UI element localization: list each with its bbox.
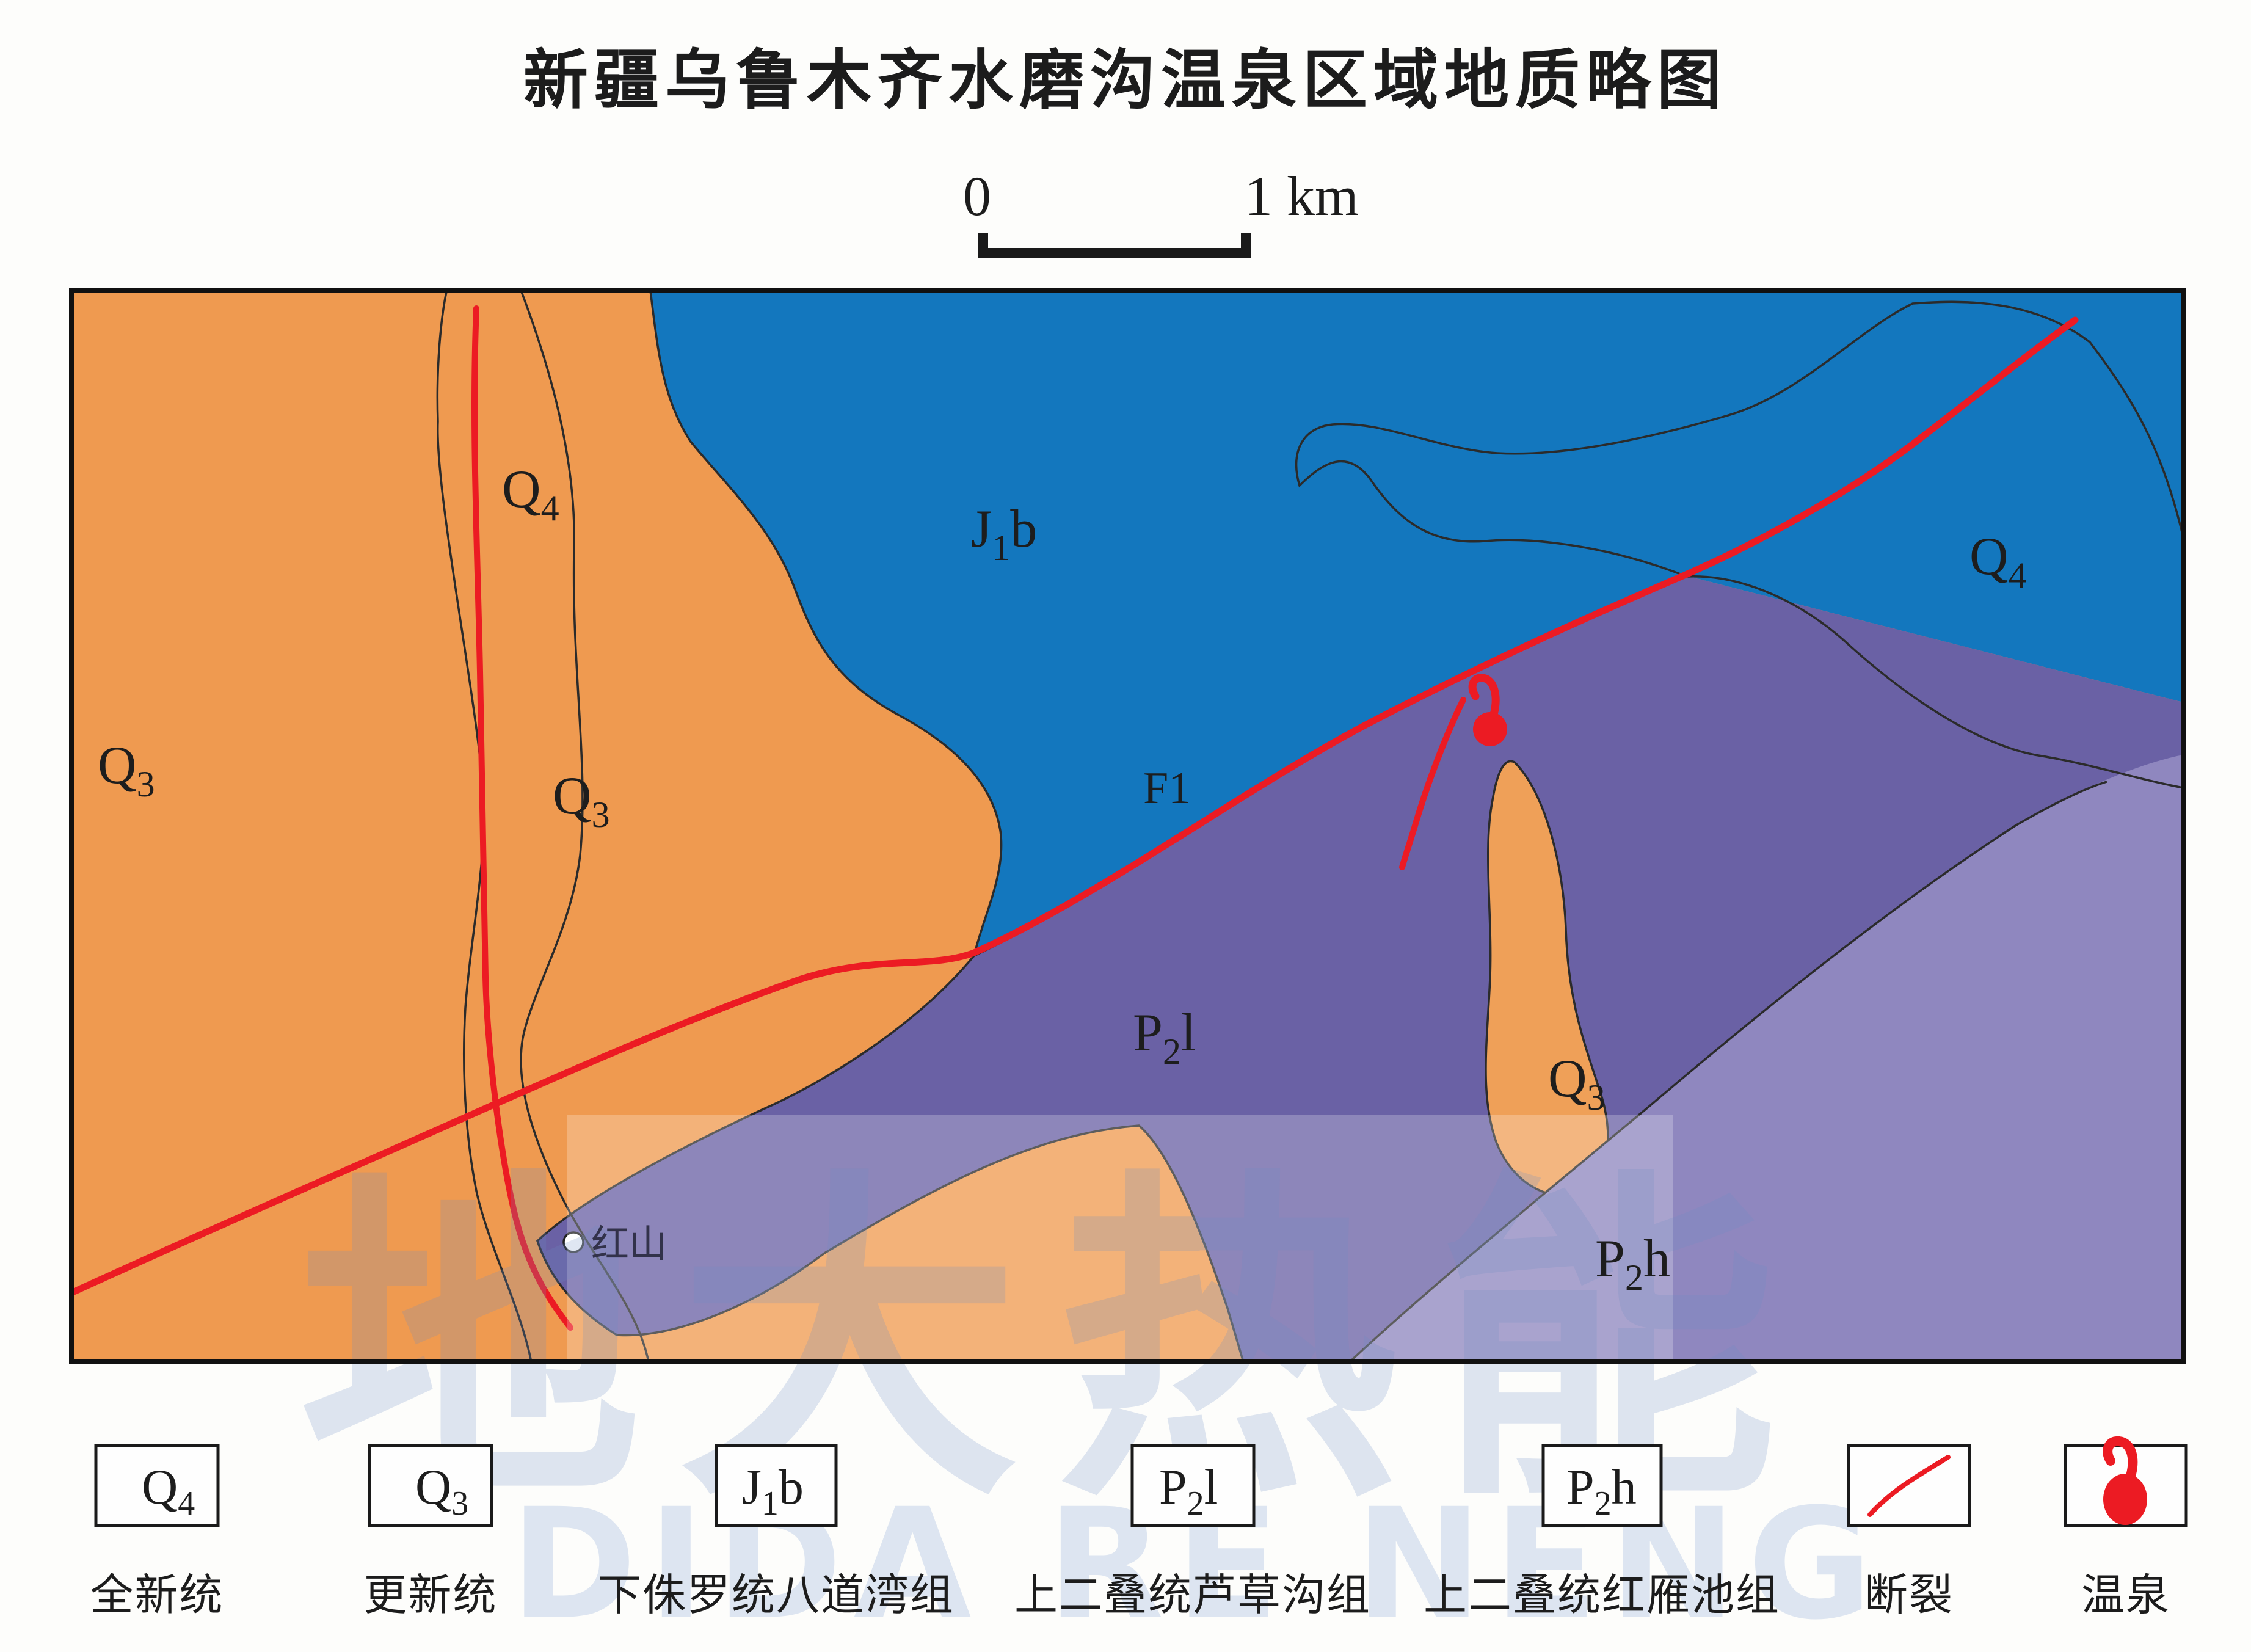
legend: Q4 全新统 Q3 更新统 J1b 下侏罗统八道湾组 P2l 上二叠 bbox=[90, 1436, 2188, 1620]
map-unit-labels: Q4 Q3 Q3 J1b Q4 F1 P2l Q3 P2h 红山 bbox=[98, 460, 2027, 1298]
label-f1: F1 bbox=[1143, 763, 1191, 813]
scale-1km-label: 1 km bbox=[1245, 165, 1359, 227]
legend-fault-icon bbox=[1867, 1455, 1951, 1517]
watermark-backdrop bbox=[567, 1115, 1673, 1363]
place-dot-hongshan bbox=[562, 1231, 584, 1253]
legend-label-p2h: 上二叠统红雁池组 bbox=[1424, 1572, 1780, 1620]
legend-item-q3: Q3 更新统 bbox=[363, 1444, 497, 1620]
label-hongshan: 红山 bbox=[591, 1224, 667, 1265]
legend-item-p2l: P2l 上二叠统芦草沟组 bbox=[1014, 1444, 1371, 1620]
watermark-cn-text: 地大热能 bbox=[299, 1144, 1814, 1542]
page-title: 新疆乌鲁木齐水磨沟温泉区域地质略图 bbox=[523, 45, 1728, 117]
region-q4-northeast bbox=[1295, 300, 2183, 789]
legend-label-q3: 更新统 bbox=[363, 1572, 497, 1620]
label-q3-blob: Q3 bbox=[1548, 1049, 1606, 1118]
legend-sym-j1b: J1b bbox=[742, 1459, 804, 1523]
fault-f1-line bbox=[71, 316, 2079, 1297]
map-area bbox=[71, 291, 2183, 1362]
legend-sym-p2l: P2l bbox=[1159, 1459, 1218, 1523]
legend-hot-spring-icon bbox=[2103, 1436, 2147, 1525]
legend-label-j1b: 下侏罗统八道湾组 bbox=[598, 1572, 955, 1620]
legend-item-spring: 温泉 bbox=[2064, 1436, 2188, 1620]
label-q3-mid: Q3 bbox=[553, 766, 610, 835]
label-q4-strip: Q4 bbox=[502, 460, 559, 528]
legend-sym-p2h: P2h bbox=[1566, 1459, 1637, 1523]
scale-bar: 0 1 km bbox=[963, 165, 1359, 258]
region-q3-bottom-wedge bbox=[617, 1126, 1243, 1362]
legend-label-fault: 断裂 bbox=[1864, 1572, 1954, 1620]
boundary-p2l-p2h bbox=[1348, 781, 2107, 1362]
legend-item-fault: 断裂 bbox=[1847, 1444, 1971, 1620]
fault-short-line bbox=[1399, 697, 1466, 870]
legend-label-p2l: 上二叠统芦草沟组 bbox=[1014, 1572, 1371, 1620]
fault-strip-line bbox=[471, 305, 573, 1331]
scale-bar-line bbox=[978, 233, 1251, 258]
label-j1b: J1b bbox=[971, 500, 1037, 568]
boundary-p2l-west bbox=[536, 955, 1245, 1362]
label-q4-ne: Q4 bbox=[1969, 527, 2027, 595]
legend-label-spring: 温泉 bbox=[2081, 1572, 2170, 1620]
boundary-orange-blue bbox=[649, 291, 1003, 956]
label-q3-left: Q3 bbox=[98, 736, 155, 804]
legend-label-q4: 全新统 bbox=[90, 1572, 224, 1620]
label-p2l: P2l bbox=[1133, 1003, 1196, 1072]
legend-item-j1b: J1b 下侏罗统八道湾组 bbox=[598, 1444, 955, 1620]
region-j1b-jurassic bbox=[650, 291, 2183, 956]
legend-item-q4: Q4 全新统 bbox=[90, 1444, 224, 1620]
legend-sym-q4: Q4 bbox=[142, 1459, 195, 1523]
scale-zero-label: 0 bbox=[963, 165, 991, 227]
map-border bbox=[69, 288, 2186, 1364]
region-p2h-hongyanchi bbox=[1350, 755, 2183, 1362]
hot-spring-icon bbox=[1468, 674, 1507, 746]
legend-sym-q3: Q3 bbox=[415, 1459, 468, 1523]
legend-item-p2h: P2h 上二叠统红雁池组 bbox=[1424, 1444, 1780, 1620]
label-p2h: P2h bbox=[1595, 1229, 1670, 1298]
